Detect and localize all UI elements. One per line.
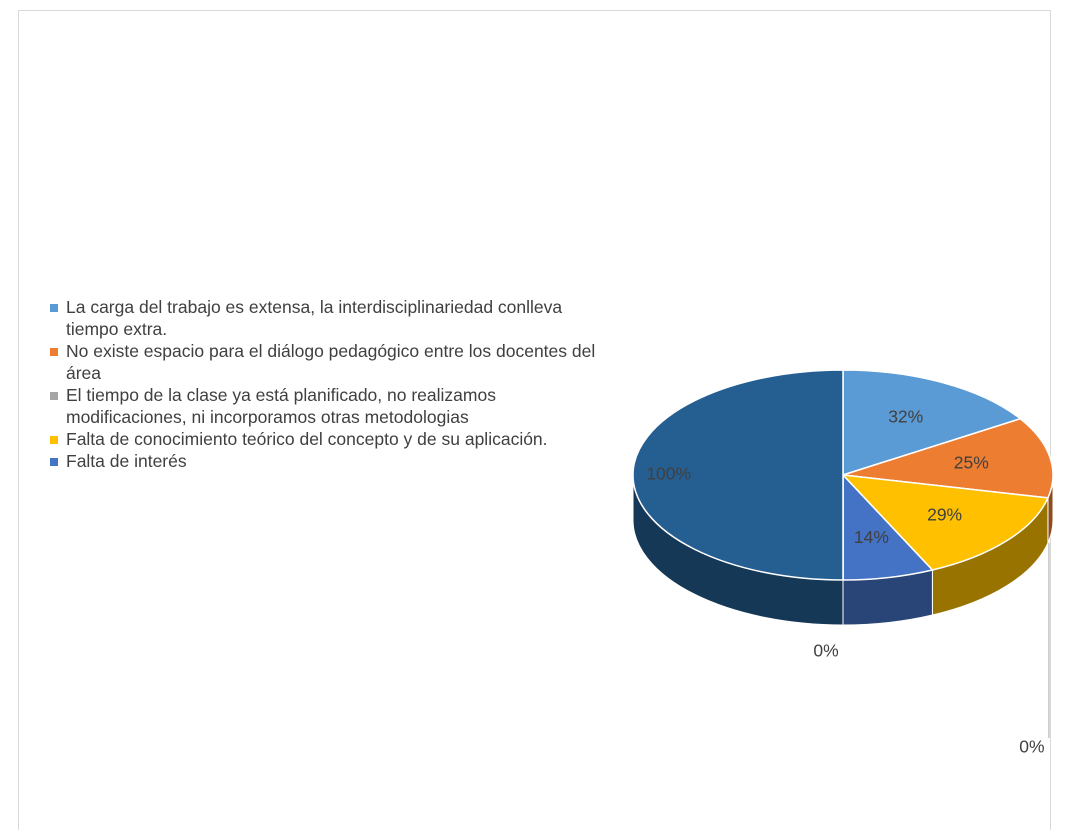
data-label: 0% bbox=[1019, 737, 1044, 757]
data-label: 29% bbox=[927, 504, 962, 524]
legend-item: La carga del trabajo es extensa, la inte… bbox=[50, 296, 610, 340]
data-label: 14% bbox=[854, 527, 889, 547]
data-label: 100% bbox=[646, 464, 691, 484]
legend-item: Falta de interés bbox=[50, 450, 610, 472]
slice bbox=[632, 369, 844, 581]
data-label: 0% bbox=[813, 641, 838, 661]
slice bbox=[841, 474, 1050, 571]
legend-label: La carga del trabajo es extensa, la inte… bbox=[66, 297, 563, 339]
legend-label: Falta de conocimiento teórico del concep… bbox=[66, 429, 548, 449]
legend-swatch bbox=[50, 304, 58, 312]
slice bbox=[842, 369, 1022, 477]
slice bbox=[842, 417, 1054, 499]
legend: La carga del trabajo es extensa, la inte… bbox=[50, 296, 610, 472]
legend-item: El tiempo de la clase ya está planificad… bbox=[50, 384, 610, 428]
legend-swatch bbox=[50, 392, 58, 400]
data-label: 25% bbox=[954, 452, 989, 472]
legend-item: No existe espacio para el diálogo pedagó… bbox=[50, 340, 610, 384]
legend-label: No existe espacio para el diálogo pedagó… bbox=[66, 341, 596, 383]
legend-swatch bbox=[50, 458, 58, 466]
legend-swatch bbox=[50, 348, 58, 356]
legend-label: Falta de interés bbox=[66, 451, 187, 471]
chart-frame bbox=[18, 10, 1051, 830]
legend-label: El tiempo de la clase ya está planificad… bbox=[66, 385, 496, 427]
legend-swatch bbox=[50, 436, 58, 444]
data-label: 32% bbox=[888, 407, 923, 427]
legend-item: Falta de conocimiento teórico del concep… bbox=[50, 428, 610, 450]
